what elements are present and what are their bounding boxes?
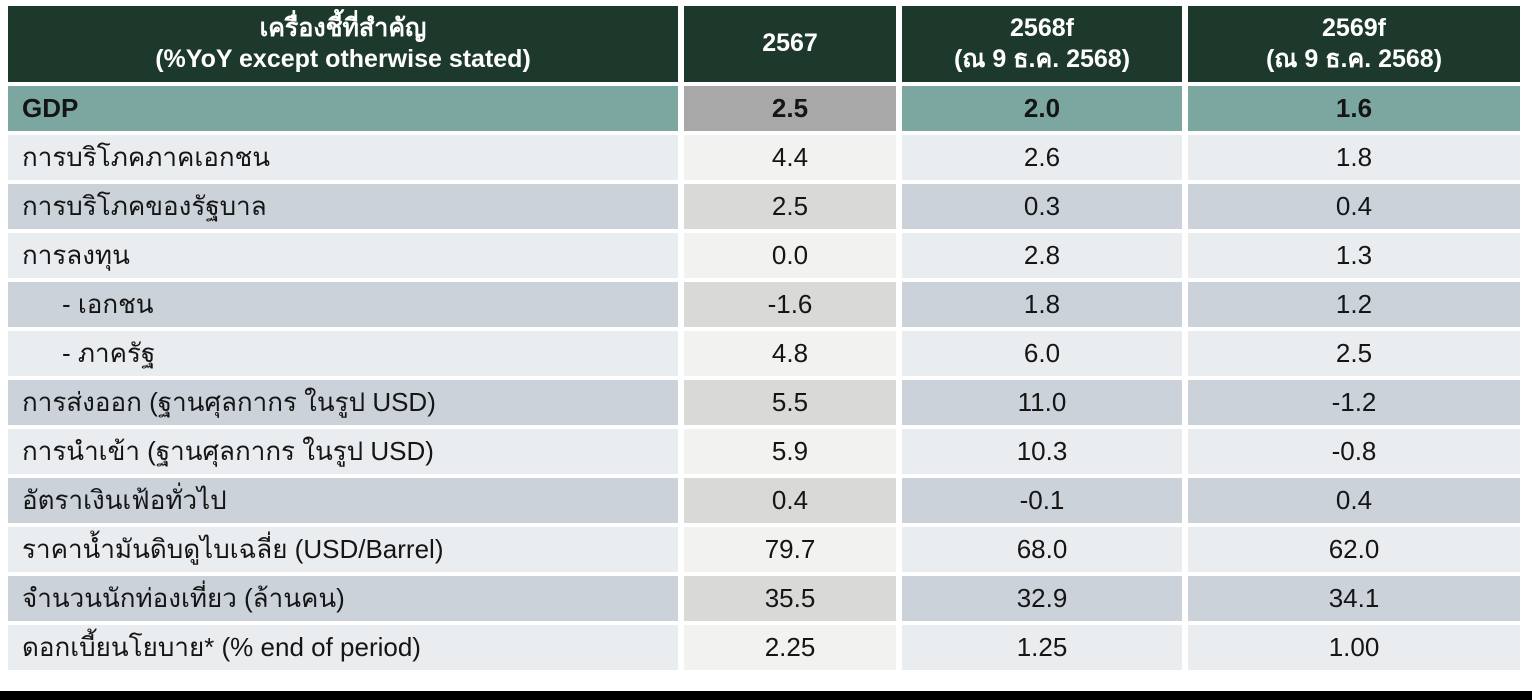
value-2569f: 2.5 bbox=[1188, 331, 1520, 376]
value-2567: 2.5 bbox=[684, 184, 896, 229]
value-2567: 2.25 bbox=[684, 625, 896, 670]
row-label: ดอกเบี้ยนโยบาย* (% end of period) bbox=[8, 625, 678, 670]
header-year-2569f-label: 2569f bbox=[1322, 13, 1386, 42]
header-year-2568f-note: (ณ 9 ธ.ค. 2568) bbox=[953, 45, 1131, 73]
value-2569f: 1.6 bbox=[1188, 86, 1520, 131]
value-2569f: 62.0 bbox=[1188, 527, 1520, 572]
value-2569f: 34.1 bbox=[1188, 576, 1520, 621]
value-2567: 0.0 bbox=[684, 233, 896, 278]
header-indicators-title: เครื่องชี้ที่สำคัญ bbox=[259, 13, 427, 42]
value-2567: 79.7 bbox=[684, 527, 896, 572]
value-2568f: 68.0 bbox=[902, 527, 1182, 572]
header-indicators-subtitle: (%YoY except otherwise stated) bbox=[155, 45, 531, 73]
header-year-2568f: 2568f (ณ 9 ธ.ค. 2568) bbox=[902, 6, 1182, 82]
value-2568f: 6.0 bbox=[902, 331, 1182, 376]
value-2569f: -1.2 bbox=[1188, 380, 1520, 425]
header-year-2567: 2567 bbox=[684, 6, 896, 82]
row-label: อัตราเงินเฟ้อทั่วไป bbox=[8, 478, 678, 523]
value-2569f: -0.8 bbox=[1188, 429, 1520, 474]
value-2569f: 0.4 bbox=[1188, 478, 1520, 523]
value-2569f: 1.00 bbox=[1188, 625, 1520, 670]
value-2567: 5.9 bbox=[684, 429, 896, 474]
value-2567: -1.6 bbox=[684, 282, 896, 327]
table-row-gdp: GDP 2.5 2.0 1.6 bbox=[8, 86, 1520, 131]
value-2569f: 1.3 bbox=[1188, 233, 1520, 278]
value-2568f: 1.25 bbox=[902, 625, 1182, 670]
value-2567: 35.5 bbox=[684, 576, 896, 621]
value-2567: 5.5 bbox=[684, 380, 896, 425]
value-2568f: 1.8 bbox=[902, 282, 1182, 327]
row-label: การบริโภคของรัฐบาล bbox=[8, 184, 678, 229]
table-row-policy-rate: ดอกเบี้ยนโยบาย* (% end of period) 2.25 1… bbox=[8, 625, 1520, 670]
value-2568f: 2.0 bbox=[902, 86, 1182, 131]
value-2569f: 1.8 bbox=[1188, 135, 1520, 180]
value-2569f: 0.4 bbox=[1188, 184, 1520, 229]
value-2568f: 0.3 bbox=[902, 184, 1182, 229]
value-2569f: 1.2 bbox=[1188, 282, 1520, 327]
table-row-private-investment: - เอกชน -1.6 1.8 1.2 bbox=[8, 282, 1520, 327]
table-header-row: เครื่องชี้ที่สำคัญ (%YoY except otherwis… bbox=[8, 6, 1520, 82]
row-label: - ภาครัฐ bbox=[8, 331, 678, 376]
row-label: การลงทุน bbox=[8, 233, 678, 278]
value-2568f: 2.8 bbox=[902, 233, 1182, 278]
value-2568f: 2.6 bbox=[902, 135, 1182, 180]
value-2567: 4.4 bbox=[684, 135, 896, 180]
row-label: ราคาน้ำมันดิบดูไบเฉลี่ย (USD/Barrel) bbox=[8, 527, 678, 572]
row-label: - เอกชน bbox=[8, 282, 678, 327]
table-row-investment: การลงทุน 0.0 2.8 1.3 bbox=[8, 233, 1520, 278]
table-row-tourist-arrivals: จำนวนนักท่องเที่ยว (ล้านคน) 35.5 32.9 34… bbox=[8, 576, 1520, 621]
value-2568f: 11.0 bbox=[902, 380, 1182, 425]
row-label: การนำเข้า (ฐานศุลกากร ในรูป USD) bbox=[8, 429, 678, 474]
header-year-2568f-label: 2568f bbox=[1010, 13, 1074, 42]
table-row-private-consumption: การบริโภคภาคเอกชน 4.4 2.6 1.8 bbox=[8, 135, 1520, 180]
header-year-2569f-note: (ณ 9 ธ.ค. 2568) bbox=[1265, 45, 1443, 73]
table-row-public-investment: - ภาครัฐ 4.8 6.0 2.5 bbox=[8, 331, 1520, 376]
value-2567: 2.5 bbox=[684, 86, 896, 131]
row-label: GDP bbox=[8, 86, 678, 131]
table-row-headline-inflation: อัตราเงินเฟ้อทั่วไป 0.4 -0.1 0.4 bbox=[8, 478, 1520, 523]
row-label: การส่งออก (ฐานศุลกากร ในรูป USD) bbox=[8, 380, 678, 425]
value-2568f: 32.9 bbox=[902, 576, 1182, 621]
table-row-exports: การส่งออก (ฐานศุลกากร ในรูป USD) 5.5 11.… bbox=[8, 380, 1520, 425]
value-2567: 0.4 bbox=[684, 478, 896, 523]
header-indicators: เครื่องชี้ที่สำคัญ (%YoY except otherwis… bbox=[8, 6, 678, 82]
bottom-bar bbox=[0, 691, 1532, 700]
table-row-dubai-oil-price: ราคาน้ำมันดิบดูไบเฉลี่ย (USD/Barrel) 79.… bbox=[8, 527, 1520, 572]
value-2568f: 10.3 bbox=[902, 429, 1182, 474]
table-row-government-consumption: การบริโภคของรัฐบาล 2.5 0.3 0.4 bbox=[8, 184, 1520, 229]
header-year-2569f: 2569f (ณ 9 ธ.ค. 2568) bbox=[1188, 6, 1520, 82]
key-indicators-table: เครื่องชี้ที่สำคัญ (%YoY except otherwis… bbox=[2, 2, 1526, 674]
row-label: การบริโภคภาคเอกชน bbox=[8, 135, 678, 180]
value-2568f: -0.1 bbox=[902, 478, 1182, 523]
table-row-imports: การนำเข้า (ฐานศุลกากร ในรูป USD) 5.9 10.… bbox=[8, 429, 1520, 474]
value-2567: 4.8 bbox=[684, 331, 896, 376]
row-label: จำนวนนักท่องเที่ยว (ล้านคน) bbox=[8, 576, 678, 621]
